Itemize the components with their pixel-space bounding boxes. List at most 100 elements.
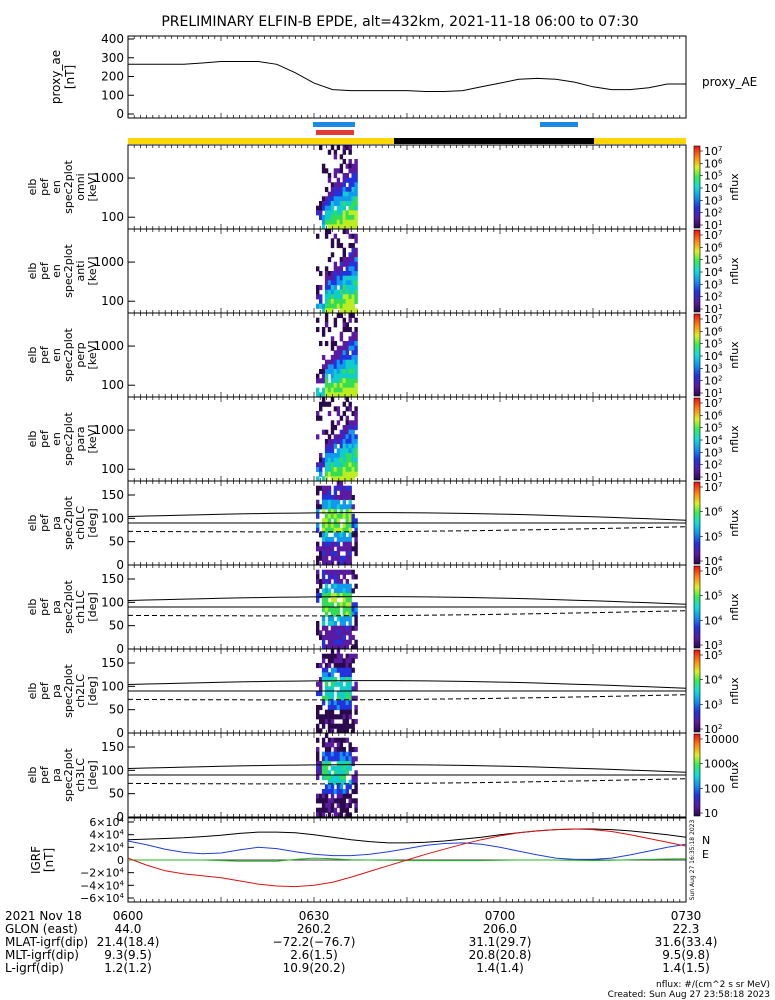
para-heat-cell: [348, 476, 352, 482]
para-heat-cell: [339, 448, 344, 454]
ch1LC-heat-cell: [333, 630, 338, 636]
ch0LC-heat-cell: [348, 527, 352, 533]
ch0LC-heat-cell: [327, 537, 332, 543]
perp-heat-cell: [342, 355, 346, 361]
ch2LC-heat-cell: [348, 672, 352, 678]
anti-heat-cell: [330, 243, 335, 249]
ch1LC-heat-cell: [336, 611, 341, 617]
ch0LC-colorbar-label: 106: [704, 506, 723, 519]
ch2LC-heat-cell: [354, 695, 358, 701]
perp-heat-cell: [321, 327, 326, 333]
omni-heat-cell: [319, 210, 323, 216]
omni-heat-cell: [336, 201, 341, 207]
ch2LC-ylabel: pa: [50, 684, 63, 698]
ch2LC-heat-cell: [324, 709, 329, 715]
anti-heat-cell: [321, 303, 326, 309]
ch1LC-heat-cell: [348, 597, 352, 603]
ch3LC-heat-cell: [345, 737, 349, 743]
l-0630: 10.9(20.2): [283, 961, 346, 975]
omni-heat-cell: [336, 168, 341, 174]
anti-heat-cell: [345, 271, 349, 277]
para-heat-cell: [351, 411, 355, 417]
para-heat-cell: [348, 448, 352, 454]
para-heat-cell: [339, 429, 344, 435]
ch3LC-heat-cell: [342, 770, 346, 776]
omni-heat-cell: [333, 201, 338, 207]
perp-heat-cell: [333, 383, 338, 389]
para-heat-cell: [342, 471, 346, 477]
ch0LC-heat-cell: [321, 504, 326, 510]
anti-ylabel: spec2plot: [62, 244, 75, 298]
ch1LC-heat-cell: [336, 625, 341, 631]
para-heat-cell: [327, 443, 332, 449]
ch1LC-heat-cell: [342, 635, 346, 641]
ch3LC-heat-cell: [321, 812, 326, 818]
ch0LC-heat-cell: [336, 546, 341, 552]
ch2LC-heat-cell: [327, 709, 332, 715]
omni-heat-cell: [339, 210, 344, 216]
para-heat-cell: [345, 448, 349, 454]
ch2LC-heat-cell: [336, 658, 341, 664]
anti-heat-cell: [336, 238, 341, 244]
ch0LC-heat-cell: [348, 523, 352, 529]
ch2LC-heat-cell: [342, 677, 346, 683]
ch3LC-heat-cell: [339, 807, 344, 813]
ch1LC-heat-cell: [342, 625, 346, 631]
perp-heat-cell: [321, 387, 326, 393]
ch0LC-heat-cell: [316, 527, 320, 533]
ch2LC-heat-cell: [339, 691, 344, 697]
perp-heat-cell: [336, 313, 341, 319]
omni-heat-cell: [354, 201, 358, 207]
omni-heat-cell: [339, 201, 344, 207]
igrf-lines: [127, 828, 687, 888]
ch0LC-heat-cell: [319, 555, 323, 561]
anti-heat-cell: [348, 275, 352, 281]
para-heat-cell: [339, 476, 344, 482]
anti-heat-cell: [327, 280, 332, 286]
perp-heat-cell: [316, 373, 320, 379]
para-frame: [127, 396, 687, 482]
ch0LC-heat-cell: [333, 551, 338, 557]
perp-heat-cell: [351, 355, 355, 361]
ch0LC-colorbar: [693, 481, 701, 565]
ch2LC-loss-cone-line: [127, 680, 687, 689]
anti-heat-cell: [342, 285, 346, 291]
perp-heat-cell: [345, 327, 349, 333]
ch1LC-heat-cell: [324, 597, 329, 603]
ch2LC-heat-cell: [351, 723, 355, 729]
perp-ylabel: [keV]: [86, 341, 99, 370]
ch0LC-heat-cell: [333, 523, 338, 529]
ch2LC-heat-cell: [354, 686, 358, 692]
ch0LC-heat-cell: [336, 541, 341, 547]
ch1LC-heat-cell: [339, 625, 344, 631]
ch2LC-heat-cell: [348, 677, 352, 683]
mlat-0630: −72.2(−76.7): [273, 935, 356, 949]
ch2LC-heat-cell: [327, 714, 332, 720]
ch2LC-heat-cell: [324, 719, 329, 725]
ch2LC-heat-cell: [319, 677, 323, 683]
ch2LC-heat-cell: [339, 714, 344, 720]
ch1LC-heat-cell: [330, 616, 335, 622]
ch3LC-heat-cell: [324, 784, 329, 790]
perp-ylabel: elb: [26, 347, 39, 364]
perp-heat-cell: [351, 369, 355, 375]
ch1LC-heat-cell: [342, 616, 346, 622]
anti-heat-cell: [342, 247, 346, 253]
anti-heat-cell: [351, 308, 355, 314]
omni-heat-cell: [316, 210, 320, 216]
ch1LC-heat-cell: [342, 644, 346, 650]
para-heat-cell: [330, 420, 335, 426]
para-heat-cell: [336, 420, 341, 426]
perp-heat-cell: [342, 317, 346, 323]
igrf-ytick-label: −4×104: [80, 879, 124, 892]
ch3LC-heat-cell: [319, 793, 323, 799]
ch1LC-heat-cell: [351, 625, 355, 631]
ch0LC-heat-cell: [316, 485, 320, 491]
omni-heat-cell: [351, 219, 355, 225]
omni-heat-cell: [339, 182, 344, 188]
perp-heat-cell: [351, 364, 355, 370]
anti-ylabel: [keV]: [86, 257, 99, 286]
ch0LC-heat-cell: [339, 537, 344, 543]
omni-heat-cell: [342, 159, 346, 165]
anti-heat-cell: [345, 266, 349, 272]
